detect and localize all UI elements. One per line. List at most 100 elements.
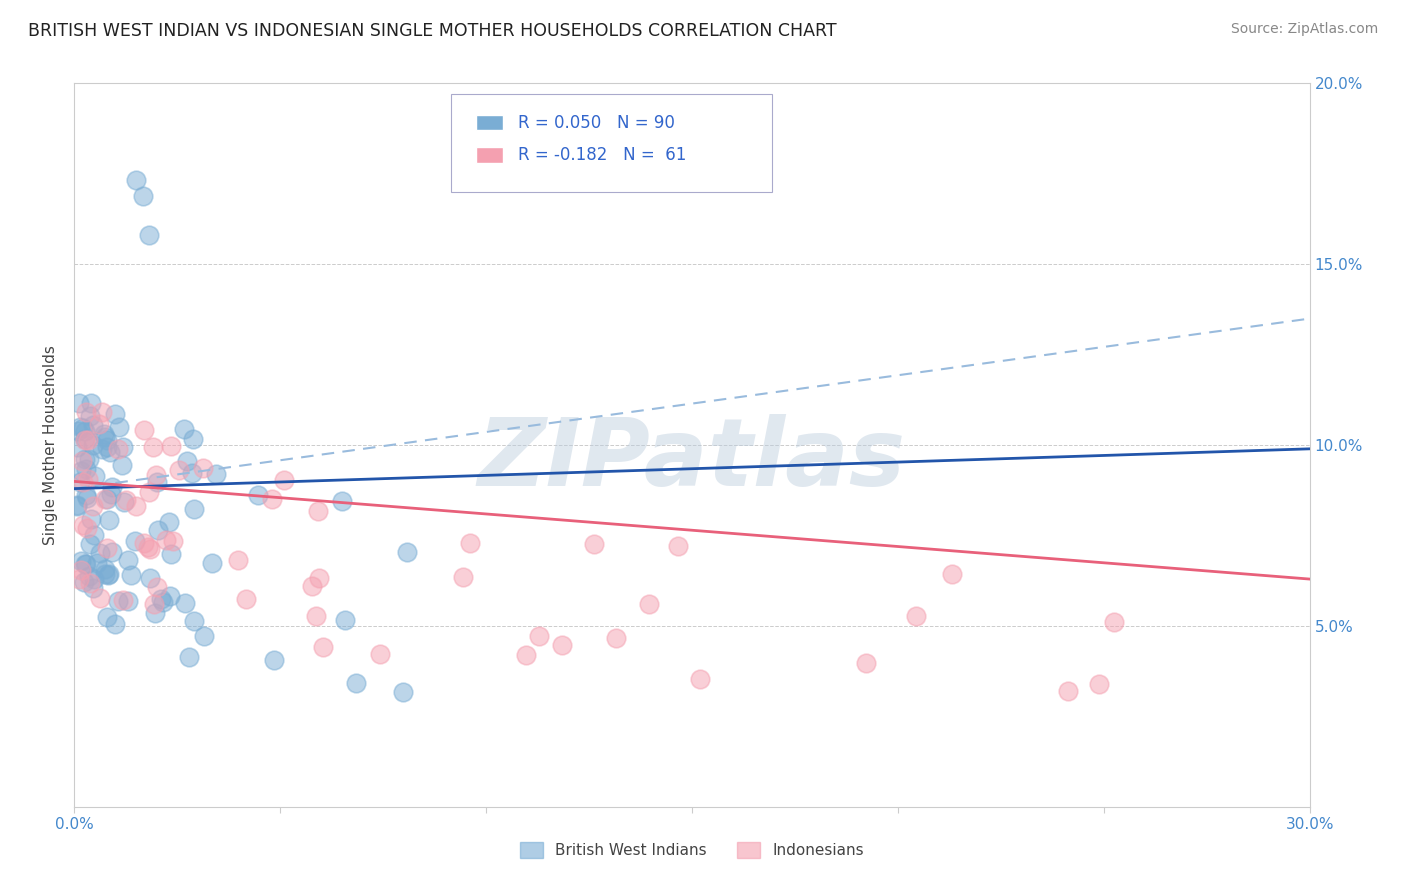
Point	[451, 570, 474, 584]
Point	[73, 574, 96, 589]
Point	[96, 610, 118, 624]
Point	[162, 533, 184, 548]
Point	[263, 653, 285, 667]
Point	[93, 491, 115, 506]
Point	[115, 492, 138, 507]
Point	[75, 488, 97, 502]
Point	[89, 546, 111, 560]
Point	[605, 631, 627, 645]
Bar	[475, 147, 503, 163]
Bar	[475, 114, 503, 130]
Point	[96, 491, 118, 506]
Point	[193, 629, 215, 643]
Point	[167, 462, 190, 476]
Point	[98, 445, 121, 459]
Point	[529, 629, 551, 643]
Point	[97, 567, 120, 582]
Point	[69, 572, 91, 586]
Point	[94, 567, 117, 582]
Point	[138, 227, 160, 242]
Point	[79, 575, 101, 590]
Point	[152, 595, 174, 609]
Point	[205, 467, 228, 482]
Point	[101, 545, 124, 559]
Point	[83, 572, 105, 586]
Point	[73, 433, 96, 447]
Point	[96, 433, 118, 447]
Point	[132, 189, 155, 203]
Point	[176, 454, 198, 468]
Point	[226, 553, 249, 567]
Point	[1057, 683, 1080, 698]
Point	[125, 172, 148, 186]
Point	[72, 421, 94, 435]
Point	[65, 500, 87, 514]
Point	[112, 593, 135, 607]
Point	[260, 492, 283, 507]
Point	[84, 468, 107, 483]
Point	[104, 617, 127, 632]
Text: ZIPatlas: ZIPatlas	[478, 414, 905, 506]
Legend: British West Indians, Indonesians: British West Indians, Indonesians	[513, 837, 870, 864]
Point	[155, 533, 177, 547]
Point	[107, 594, 129, 608]
Point	[75, 558, 97, 572]
Point	[77, 569, 100, 583]
Point	[87, 417, 110, 431]
Point	[67, 395, 90, 409]
Y-axis label: Single Mother Households: Single Mother Households	[44, 345, 58, 545]
Point	[96, 440, 118, 454]
Point	[139, 571, 162, 585]
Point	[174, 596, 197, 610]
Text: Source: ZipAtlas.com: Source: ZipAtlas.com	[1230, 22, 1378, 37]
Point	[134, 535, 156, 549]
Point	[368, 647, 391, 661]
Point	[104, 407, 127, 421]
Point	[96, 541, 118, 556]
Point	[173, 421, 195, 435]
Point	[93, 430, 115, 444]
Point	[66, 424, 89, 438]
Point	[125, 500, 148, 514]
Point	[76, 433, 98, 447]
Point	[75, 462, 97, 476]
Point	[582, 537, 605, 551]
Point	[160, 547, 183, 561]
Point	[124, 534, 146, 549]
Point	[90, 405, 112, 419]
Point	[117, 594, 139, 608]
Point	[181, 466, 204, 480]
FancyBboxPatch shape	[451, 95, 772, 192]
Point	[91, 442, 114, 457]
Point	[89, 591, 111, 606]
Point	[76, 521, 98, 535]
Point	[75, 425, 97, 439]
Point	[179, 650, 201, 665]
Point	[98, 513, 121, 527]
Point	[905, 608, 928, 623]
Point	[79, 409, 101, 423]
Point	[96, 568, 118, 582]
Point	[301, 579, 323, 593]
Point	[72, 517, 94, 532]
Point	[112, 440, 135, 454]
Point	[94, 562, 117, 576]
Point	[69, 475, 91, 490]
Point	[79, 396, 101, 410]
Point	[82, 582, 104, 596]
Point	[159, 590, 181, 604]
Point	[201, 556, 224, 570]
Point	[70, 454, 93, 468]
Point	[100, 486, 122, 500]
Point	[138, 484, 160, 499]
Point	[305, 609, 328, 624]
Point	[82, 438, 104, 452]
Point	[142, 440, 165, 454]
Point	[145, 580, 167, 594]
Point	[79, 537, 101, 551]
Point	[689, 672, 711, 686]
Point	[1102, 615, 1125, 629]
Point	[312, 640, 335, 655]
Point	[183, 501, 205, 516]
Point	[75, 451, 97, 466]
